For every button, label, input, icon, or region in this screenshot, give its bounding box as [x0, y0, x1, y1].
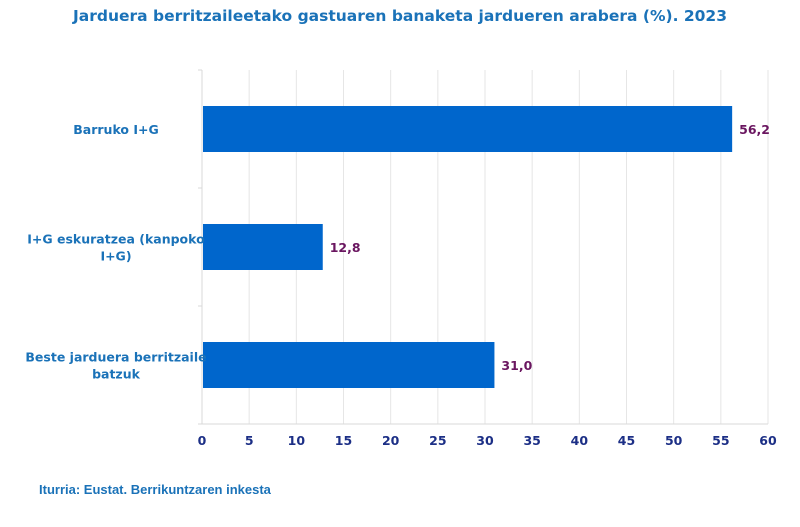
- category-label: Barruko I+G: [73, 122, 159, 137]
- x-tick-label: 40: [571, 433, 589, 448]
- x-tick-label: 60: [759, 433, 777, 448]
- bar: [203, 342, 495, 388]
- bars: [203, 106, 733, 388]
- x-tick-label: 50: [665, 433, 683, 448]
- data-label: 56,2: [739, 122, 770, 137]
- category-labels: Barruko I+G I+G eskuratzea (kanpoko I+G) Be…: [25, 122, 206, 382]
- category-label: I+G eskuratzea (kanpoko: [27, 232, 205, 247]
- category-label: I+G): [100, 249, 131, 264]
- category-label: Beste jarduera berritzaile: [25, 350, 206, 365]
- source-note: Iturria: Eustat. Berrikuntzaren inkesta: [39, 482, 271, 497]
- x-tick-label: 10: [288, 433, 306, 448]
- data-label: 31,0: [501, 358, 532, 373]
- x-tick-label: 35: [523, 433, 540, 448]
- x-tick-label: 15: [335, 433, 352, 448]
- x-tick-labels: 0 5 10 15 20 25 30 35 40 45 50 55 60: [198, 433, 777, 448]
- x-tick-label: 20: [382, 433, 400, 448]
- bar-chart: 0 5 10 15 20 25 30 35 40 45 50 55 60 Barruko I+G I+G …: [25, 69, 777, 448]
- data-label: 12,8: [330, 240, 361, 255]
- data-labels: 56,2 12,8 31,0: [330, 122, 770, 373]
- x-tick-label: 30: [476, 433, 494, 448]
- bar: [203, 106, 733, 152]
- chart-title: Jarduera berritzaileetako gastuaren bana…: [73, 7, 727, 25]
- bar: [203, 224, 323, 270]
- x-tick-label: 45: [618, 433, 635, 448]
- x-tick-label: 25: [429, 433, 446, 448]
- axes: [198, 69, 768, 425]
- x-tick-label: 55: [712, 433, 729, 448]
- x-tick-label: 5: [245, 433, 254, 448]
- category-label: batzuk: [92, 367, 141, 382]
- x-tick-label: 0: [198, 433, 207, 448]
